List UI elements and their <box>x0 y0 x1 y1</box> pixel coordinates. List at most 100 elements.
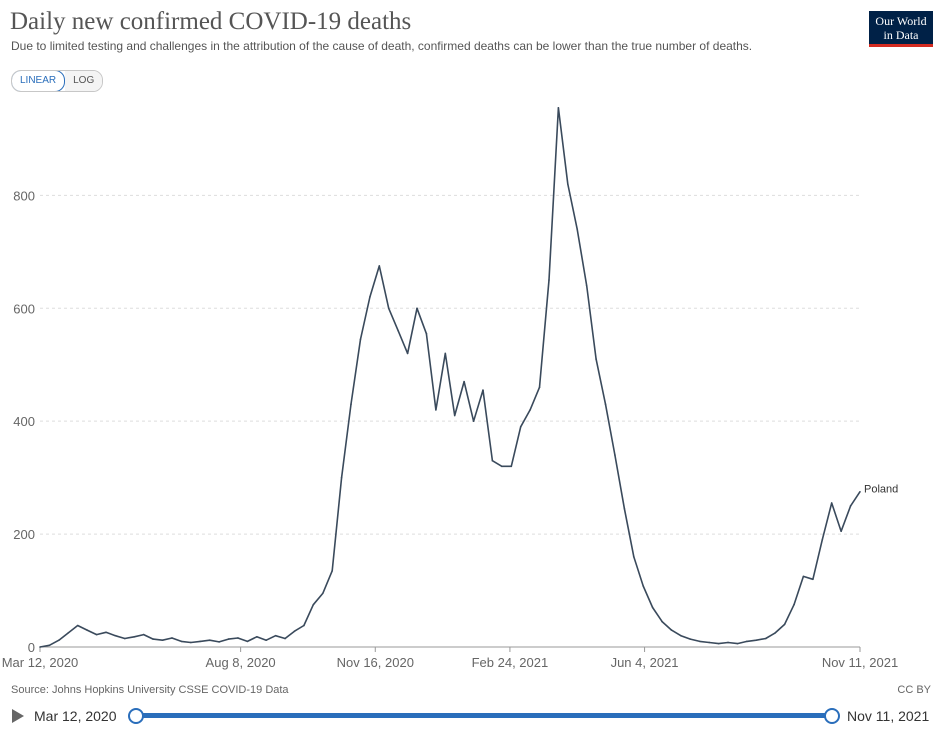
data-point <box>58 639 60 642</box>
x-tick-label: Aug 8, 2020 <box>206 655 276 670</box>
data-point <box>567 183 569 185</box>
data-point <box>265 639 268 642</box>
data-point <box>303 624 305 627</box>
data-point <box>152 638 154 640</box>
data-point <box>246 640 249 643</box>
data-point <box>830 502 833 504</box>
scale-toggle: LINEAR LOG <box>11 70 104 92</box>
data-point <box>576 228 579 231</box>
data-point <box>397 330 399 332</box>
license-link[interactable]: CC BY <box>897 684 931 696</box>
timeline-track[interactable] <box>135 713 831 718</box>
timeline-start-label: Mar 12, 2020 <box>34 708 117 724</box>
data-point <box>274 634 277 637</box>
x-tick-label: Mar 12, 2020 <box>2 655 79 670</box>
data-point <box>114 634 117 637</box>
data-point <box>86 629 88 631</box>
data-point <box>708 641 710 644</box>
data-point <box>501 465 503 468</box>
data-point <box>519 426 522 428</box>
data-point <box>237 637 239 639</box>
data-point <box>821 538 824 541</box>
data-point <box>510 465 513 468</box>
y-tick-label: 200 <box>13 527 35 542</box>
data-point <box>67 632 70 634</box>
data-point <box>359 338 362 341</box>
data-point <box>227 638 230 640</box>
gridlines <box>40 194 860 535</box>
data-point <box>350 403 352 406</box>
data-point <box>208 639 211 642</box>
data-point <box>95 633 98 636</box>
data-point <box>689 638 692 640</box>
data-point <box>463 380 465 383</box>
x-tick-label: Feb 24, 2021 <box>472 655 549 670</box>
data-point <box>161 639 164 642</box>
data-point <box>717 642 720 645</box>
data-point <box>255 636 258 638</box>
data-point <box>661 620 663 623</box>
data-point <box>746 640 748 643</box>
data-point <box>793 603 795 606</box>
data-point <box>180 640 183 643</box>
data-point <box>472 420 475 422</box>
data-point <box>859 490 861 493</box>
data-point <box>849 505 852 507</box>
timeline-end-handle[interactable] <box>824 708 840 724</box>
data-point <box>435 409 437 411</box>
y-tick-label: 600 <box>13 301 35 316</box>
source-note: Source: Johns Hopkins University CSSE CO… <box>11 684 289 696</box>
data-point <box>774 632 776 634</box>
data-point <box>623 507 626 510</box>
data-point <box>76 624 79 627</box>
logo-line-2: in Data <box>883 28 919 42</box>
data-point <box>736 642 739 645</box>
timeline-end-label: Nov 11, 2021 <box>847 708 930 724</box>
data-point <box>632 555 635 558</box>
data-point <box>538 386 541 389</box>
data-point <box>387 307 390 310</box>
data-point <box>783 623 786 626</box>
x-axis-ticks: Mar 12, 2020 Aug 8, 2020 Nov 16, 2020 Feb 2… <box>2 646 898 670</box>
data-point <box>321 592 324 595</box>
data-point <box>124 637 126 640</box>
timeline-start-handle[interactable] <box>128 708 144 724</box>
y-tick-label: 0 <box>28 640 35 655</box>
data-point <box>406 352 409 355</box>
y-axis-ticks: 0 200 400 600 800 <box>13 188 35 655</box>
series-layer: Poland <box>39 107 898 648</box>
data-point <box>802 575 805 578</box>
data-point <box>764 637 767 640</box>
data-point <box>670 629 673 631</box>
line-chart[interactable]: 0 200 400 600 800 Mar 12, 2020 Aug 8, 2020 Nov… <box>0 95 940 675</box>
data-point <box>425 332 428 335</box>
data-point <box>48 644 51 647</box>
data-point <box>416 307 418 310</box>
timeline: Mar 12, 2020 Nov 11, 2021 <box>0 703 940 731</box>
x-tick-label: Nov 11, 2021 <box>822 655 898 670</box>
linear-scale-button[interactable]: LINEAR <box>12 71 66 91</box>
play-icon[interactable] <box>12 709 24 723</box>
data-point <box>642 585 645 587</box>
data-point <box>340 476 343 479</box>
data-point <box>444 352 447 355</box>
data-point <box>604 403 607 406</box>
data-point <box>133 636 136 638</box>
log-scale-button[interactable]: LOG <box>65 71 103 91</box>
series-label: Poland <box>864 484 898 496</box>
data-point <box>331 569 333 572</box>
data-point <box>585 284 588 287</box>
data-point <box>491 459 494 462</box>
data-point <box>378 265 381 267</box>
data-point <box>142 633 145 636</box>
data-point <box>482 389 484 391</box>
data-point <box>171 637 173 639</box>
y-tick-label: 400 <box>13 414 35 429</box>
series-line-poland[interactable] <box>39 107 861 648</box>
data-point <box>548 279 550 281</box>
data-point <box>755 639 758 642</box>
data-point <box>453 414 456 417</box>
data-point <box>727 641 729 644</box>
data-point <box>312 603 315 606</box>
owid-logo[interactable]: Our World in Data <box>869 11 933 47</box>
